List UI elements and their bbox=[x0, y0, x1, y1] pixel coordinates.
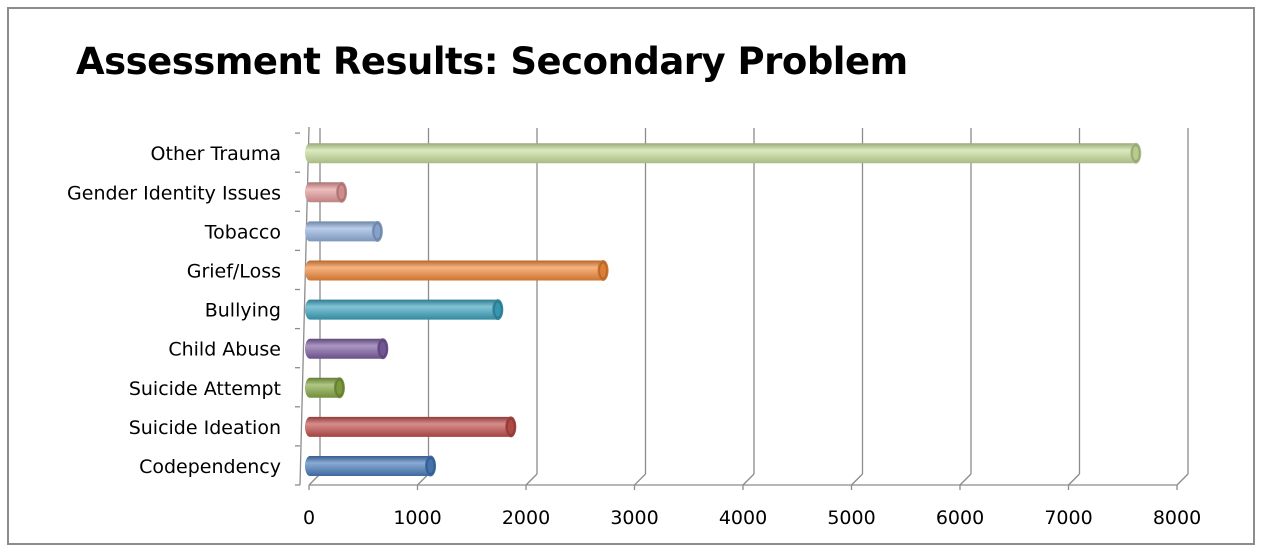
chart-title: Assessment Results: Secondary Problem bbox=[76, 40, 908, 83]
x-tick-label-2000: 2000 bbox=[502, 507, 550, 529]
bar-cap-highlight-other-trauma bbox=[1132, 146, 1139, 161]
x-tick-label-6000: 6000 bbox=[936, 507, 984, 529]
floor-gridline-8000 bbox=[1176, 473, 1189, 486]
bar-bullying bbox=[305, 299, 503, 320]
category-label-other-trauma: Other Trauma bbox=[151, 143, 281, 165]
category-label-child-abuse: Child Abuse bbox=[168, 339, 281, 361]
bar-suicide-ideation bbox=[305, 416, 516, 437]
bar-cap-highlight-suicide-ideation bbox=[507, 419, 514, 434]
x-tick-label-3000: 3000 bbox=[610, 507, 658, 529]
category-label-suicide-ideation: Suicide Ideation bbox=[129, 417, 281, 439]
x-tick-label-7000: 7000 bbox=[1044, 507, 1092, 529]
bar-cap-highlight-gender-identity-issues bbox=[338, 185, 345, 200]
floor-gridline-3000 bbox=[634, 473, 646, 486]
x-tick-label-0: 0 bbox=[303, 507, 315, 529]
category-label-bullying: Bullying bbox=[205, 300, 281, 322]
bar-cap-highlight-bullying bbox=[494, 302, 501, 317]
floor-gridline-7000 bbox=[1068, 473, 1080, 486]
x-tick-label-8000: 8000 bbox=[1153, 507, 1201, 529]
bar-cap-highlight-suicide-attempt bbox=[336, 380, 343, 395]
bar-grief-loss bbox=[305, 260, 609, 281]
bar-other-trauma bbox=[305, 143, 1141, 164]
bar-tobacco bbox=[305, 221, 383, 242]
floor-gridline-2000 bbox=[525, 473, 538, 486]
bar-cap-highlight-tobacco bbox=[374, 224, 381, 239]
bar-codependency bbox=[305, 456, 436, 476]
bar-cap-highlight-child-abuse bbox=[379, 341, 386, 356]
category-label-tobacco: Tobacco bbox=[204, 221, 281, 243]
x-tick-label-5000: 5000 bbox=[827, 507, 875, 529]
x-tick-label-1000: 1000 bbox=[393, 507, 441, 529]
category-label-grief-loss: Grief/Loss bbox=[187, 261, 281, 283]
floor-gridline-4000 bbox=[742, 473, 755, 486]
x-tick-label-4000: 4000 bbox=[719, 507, 767, 529]
chart-frame bbox=[7, 7, 1255, 545]
bar-child-abuse bbox=[305, 338, 388, 359]
category-label-codependency: Codependency bbox=[139, 456, 281, 478]
floor-gridline-5000 bbox=[851, 473, 863, 486]
floor-gridline-6000 bbox=[959, 473, 972, 486]
category-label-suicide-attempt: Suicide Attempt bbox=[129, 378, 281, 400]
bar-cap-highlight-grief-loss bbox=[600, 263, 607, 278]
category-label-gender-identity-issues: Gender Identity Issues bbox=[67, 182, 281, 204]
bar-cap-highlight-codependency bbox=[427, 459, 434, 473]
bar-gender-identity-issues bbox=[305, 182, 347, 203]
